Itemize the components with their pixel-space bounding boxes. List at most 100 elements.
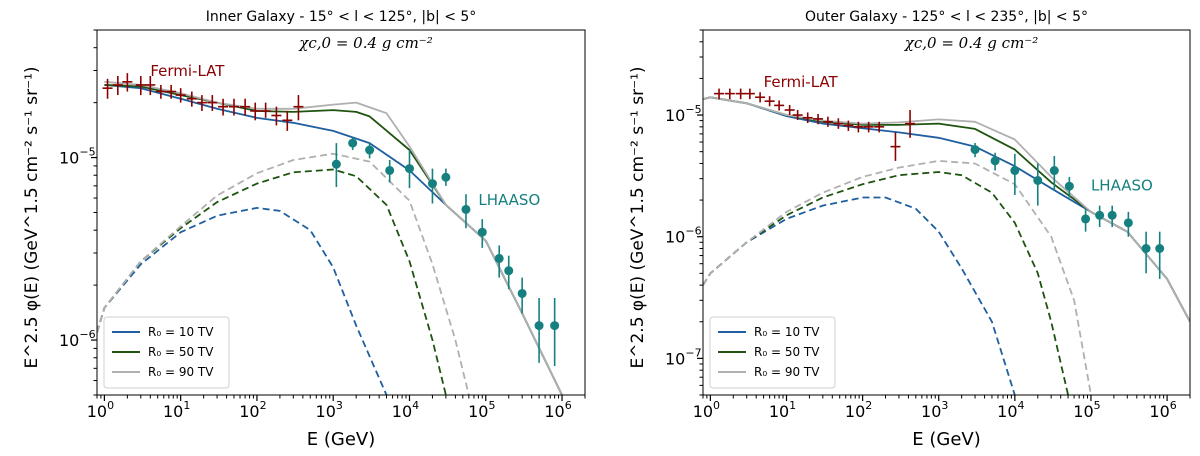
dataset-label: Fermi-LAT [150, 62, 225, 80]
x-tick-exponent: 2 [260, 399, 267, 412]
legend-label: R₀ = 90 TV [754, 365, 820, 379]
y-tick-label: 10−5 [665, 103, 702, 125]
x-tick-exponent: 6 [565, 399, 572, 412]
inner-galaxy-panel: Inner Galaxy - 15° < l < 125°, |b| < 5° χ… [22, 9, 586, 450]
y-tick-exponent: −5 [685, 103, 701, 116]
lhaaso-point [970, 145, 980, 155]
plot-area [703, 88, 1190, 395]
lhaaso-point [427, 179, 437, 189]
model-curve-dashed [703, 196, 1016, 395]
lhaaso-point [517, 288, 527, 298]
y-tick-label: 10−5 [59, 146, 96, 168]
lhaaso-point [1141, 243, 1151, 253]
x-tick-exponent: 3 [941, 399, 948, 412]
y-tick-label: 10−6 [665, 225, 702, 247]
lhaaso-point [550, 321, 560, 331]
x-tick-label: 102 [845, 399, 872, 421]
model-curve-dashed [97, 207, 388, 395]
y-tick-exponent: −6 [685, 225, 701, 238]
lhaaso-point [1033, 175, 1043, 185]
x-tick-label: 103 [316, 399, 343, 421]
x-tick-exponent: 1 [789, 399, 796, 412]
x-tick-label: 102 [239, 399, 266, 421]
legend-label: R₀ = 10 TV [754, 325, 820, 339]
x-tick-exponent: 3 [336, 399, 343, 412]
x-tick-label: 101 [769, 399, 796, 421]
lhaaso-point [348, 138, 358, 148]
lhaaso-point [504, 266, 514, 276]
legend-label: R₀ = 50 TV [754, 345, 820, 359]
lhaaso-point [990, 156, 1000, 166]
x-tick-exponent: 4 [412, 399, 419, 412]
legend: R₀ = 10 TV R₀ = 50 TV R₀ = 90 TV [103, 316, 230, 389]
lhaaso-point [1049, 166, 1059, 176]
axes-frame [702, 29, 1191, 396]
lhaaso-point [1064, 181, 1074, 191]
dataset-label: LHAASO [478, 191, 540, 209]
outer-galaxy-panel: Outer Galaxy - 125° < l < 235°, |b| < 5°… [628, 9, 1191, 450]
legend-label: R₀ = 90 TV [148, 365, 214, 379]
x-tick-exponent: 2 [865, 399, 872, 412]
lhaaso-point [441, 172, 451, 182]
x-tick-exponent: 4 [1018, 399, 1025, 412]
chart-title: Outer Galaxy - 125° < l < 235°, |b| < 5° [805, 9, 1088, 25]
lhaaso-point [1081, 214, 1091, 224]
x-tick-exponent: 0 [107, 399, 114, 412]
x-tick-label: 104 [392, 399, 419, 421]
x-tick-label: 101 [163, 399, 190, 421]
y-tick-label: 10−7 [665, 346, 702, 368]
dataset-label: LHAASO [1091, 176, 1153, 194]
legend-box [709, 316, 836, 389]
y-axis-label: E^2.5 φ(E) (GeV^1.5 cm⁻² s⁻¹ sr⁻¹) [22, 66, 42, 368]
y-tick-exponent: −7 [685, 346, 701, 359]
chart-title: Inner Galaxy - 15° < l < 125°, |b| < 5° [206, 9, 477, 25]
y-tick-exponent: −6 [79, 328, 95, 341]
chi-annotation: χc,0 = 0.4 g cm⁻² [298, 34, 432, 52]
y-axis-label: E^2.5 φ(E) (GeV^1.5 cm⁻² s⁻¹ sr⁻¹) [628, 66, 648, 368]
legend-box [103, 316, 230, 389]
model-curve-dashed [97, 152, 470, 395]
x-tick-exponent: 5 [1094, 399, 1101, 412]
x-tick-label: 100 [693, 399, 720, 421]
lhaaso-point [331, 159, 341, 169]
x-tick-exponent: 5 [488, 399, 495, 412]
lhaaso-point [365, 145, 375, 155]
dataset-label: Fermi-LAT [764, 73, 839, 91]
x-tick-label: 105 [1073, 399, 1100, 421]
model-curve-dashed [703, 160, 1092, 395]
model-curve-solid [703, 96, 1190, 323]
lhaaso-point [404, 164, 414, 174]
legend: R₀ = 10 TV R₀ = 50 TV R₀ = 90 TV [709, 316, 836, 389]
x-tick-label: 104 [997, 399, 1024, 421]
chi-annotation: χc,0 = 0.4 g cm⁻² [904, 34, 1038, 52]
x-axis-label: E (GeV) [307, 429, 375, 450]
y-tick-label: 10−6 [59, 328, 96, 350]
lhaaso-point [1123, 218, 1133, 228]
x-tick-exponent: 1 [183, 399, 190, 412]
x-tick-exponent: 6 [1170, 399, 1177, 412]
x-tick-label: 105 [468, 399, 495, 421]
lhaaso-point [477, 227, 487, 237]
lhaaso-point [534, 321, 544, 331]
legend-label: R₀ = 10 TV [148, 325, 214, 339]
x-tick-exponent: 0 [713, 399, 720, 412]
legend-label: R₀ = 50 TV [148, 345, 214, 359]
lhaaso-point [494, 253, 504, 263]
lhaaso-point [1107, 210, 1117, 220]
x-tick-label: 103 [921, 399, 948, 421]
lhaaso-point [461, 204, 471, 214]
y-tick-exponent: −5 [79, 146, 95, 159]
model-curve-solid [703, 96, 1190, 323]
lhaaso-point [1010, 166, 1020, 176]
x-tick-label: 100 [87, 399, 114, 421]
x-tick-label: 106 [544, 399, 571, 421]
lhaaso-point [1155, 243, 1165, 253]
plot-area [97, 73, 563, 395]
lhaaso-point [385, 165, 395, 175]
model-curve-solid [703, 96, 1190, 323]
x-axis-label: E (GeV) [912, 429, 980, 450]
lhaaso-point [1095, 210, 1105, 220]
x-tick-label: 106 [1149, 399, 1176, 421]
model-curve-dashed [97, 168, 447, 395]
